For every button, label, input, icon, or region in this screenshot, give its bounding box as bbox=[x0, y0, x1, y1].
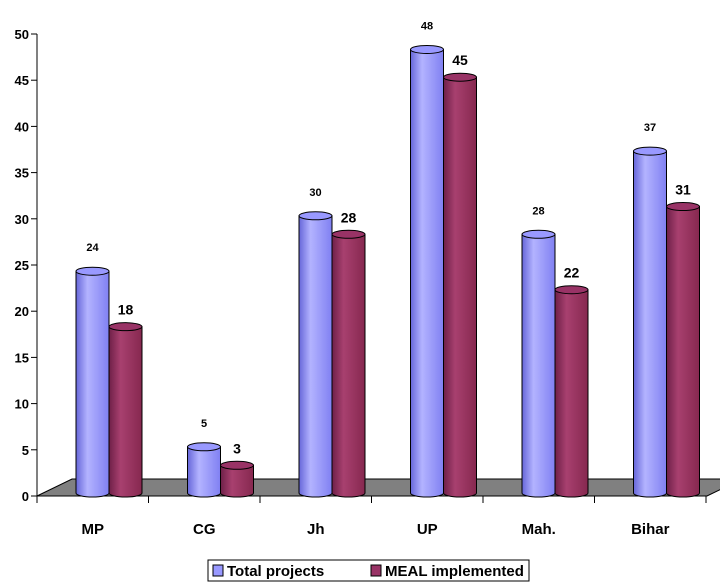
y-tick-label: 15 bbox=[15, 350, 29, 365]
bar-body bbox=[75, 270, 110, 498]
x-tick-label: UP bbox=[417, 521, 438, 538]
data-label: 31 bbox=[675, 182, 691, 198]
bar-body bbox=[633, 150, 667, 498]
bar-body bbox=[220, 464, 254, 498]
bar-top bbox=[521, 229, 556, 239]
bar bbox=[298, 211, 333, 498]
x-tick-label: Mah. bbox=[522, 521, 556, 538]
y-tick-label: 20 bbox=[15, 304, 29, 319]
y-tick-label: 25 bbox=[15, 258, 29, 273]
data-label: 3 bbox=[233, 440, 241, 456]
bar-top bbox=[187, 442, 221, 452]
legend: Total projects MEAL implemented bbox=[207, 559, 530, 582]
y-tick-label: 45 bbox=[15, 73, 29, 88]
y-tick-label: 0 bbox=[22, 489, 29, 504]
y-tick-label: 50 bbox=[15, 27, 29, 42]
bar bbox=[554, 285, 589, 498]
bar-top bbox=[633, 146, 667, 156]
bar bbox=[633, 146, 667, 498]
x-axis: MP CG Jh UP Mah. Bihar bbox=[36, 495, 707, 538]
bar-body bbox=[187, 446, 221, 498]
data-label: 18 bbox=[118, 302, 134, 318]
bar bbox=[187, 442, 221, 498]
y-tick-label: 30 bbox=[15, 212, 29, 227]
bar-top bbox=[298, 211, 333, 221]
bar-body bbox=[410, 48, 444, 498]
y-axis: 0 5 10 15 20 25 30 35 40 45 50 bbox=[15, 27, 38, 504]
data-labels: 24 18 5 3 30 28 48 45 28 22 37 31 bbox=[86, 20, 691, 456]
bar-body bbox=[521, 233, 556, 498]
y-tick-label: 35 bbox=[15, 166, 29, 181]
bar-body bbox=[443, 76, 477, 498]
bar-body bbox=[298, 215, 333, 498]
data-label: 22 bbox=[564, 265, 580, 281]
y-tick-label: 5 bbox=[22, 443, 29, 458]
bar bbox=[75, 266, 110, 498]
x-tick-label: CG bbox=[193, 521, 216, 538]
legend-label: MEAL implemented bbox=[385, 563, 524, 580]
bar bbox=[220, 460, 254, 498]
x-tick-label: Bihar bbox=[631, 521, 670, 538]
bar-top bbox=[443, 72, 477, 82]
x-tick-label: Jh bbox=[307, 521, 325, 538]
data-label: 28 bbox=[341, 209, 357, 225]
bar-top bbox=[108, 322, 143, 332]
bar-body bbox=[554, 289, 589, 498]
bar-top bbox=[75, 266, 110, 276]
data-label: 28 bbox=[532, 205, 544, 217]
bar-top bbox=[554, 285, 589, 295]
bar bbox=[521, 229, 556, 498]
legend-label: Total projects bbox=[227, 563, 324, 580]
bar bbox=[443, 72, 477, 498]
legend-swatch bbox=[370, 564, 382, 577]
data-label: 30 bbox=[309, 187, 321, 199]
bar-top bbox=[220, 460, 254, 470]
bar bbox=[108, 322, 143, 498]
bar-body bbox=[331, 233, 366, 498]
bars bbox=[75, 44, 700, 498]
y-tick-label: 40 bbox=[15, 119, 29, 134]
bar bbox=[331, 229, 366, 498]
bar-body bbox=[666, 206, 700, 498]
bar-top bbox=[666, 202, 700, 212]
bar bbox=[410, 44, 444, 498]
bar bbox=[666, 202, 700, 498]
bar-top bbox=[331, 229, 366, 239]
legend-box bbox=[207, 559, 530, 582]
data-label: 48 bbox=[421, 20, 433, 32]
y-tick-label: 10 bbox=[15, 397, 29, 412]
legend-swatch bbox=[212, 564, 224, 577]
data-label: 24 bbox=[86, 242, 99, 254]
bar-body bbox=[108, 326, 143, 498]
bar-top bbox=[410, 44, 444, 54]
data-label: 37 bbox=[644, 122, 656, 134]
data-label: 5 bbox=[201, 418, 207, 430]
data-label: 45 bbox=[452, 52, 468, 68]
x-tick-label: MP bbox=[82, 521, 105, 538]
